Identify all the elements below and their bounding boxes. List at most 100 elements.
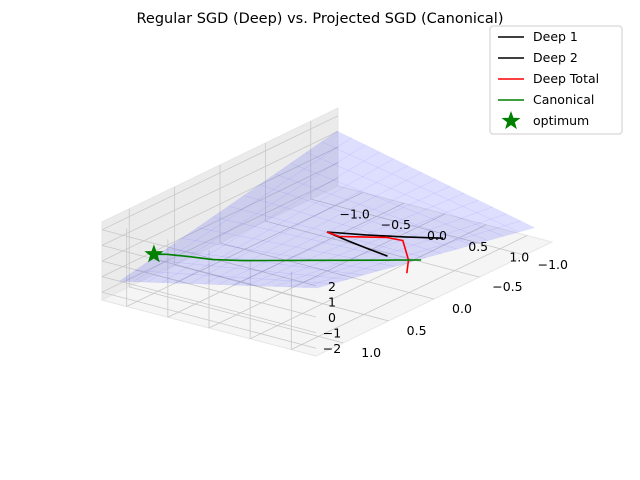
surface-patch: [332, 170, 364, 186]
surface-patch: [347, 160, 379, 177]
surface-patch: [278, 256, 310, 267]
surface-patch: [361, 167, 393, 183]
grid-line-y-floor: [129, 286, 344, 344]
surface-patch: [433, 186, 465, 201]
legend-label-deep-total: Deep Total: [533, 71, 599, 86]
surface-patch: [293, 249, 325, 260]
surface-patch: [316, 179, 348, 195]
surface-patch: [488, 225, 520, 237]
surface-patch: [196, 216, 228, 231]
surface-patch: [190, 265, 222, 276]
grid-line-z-side: [101, 177, 339, 293]
surface-patch: [238, 226, 270, 239]
surface-patch: [504, 220, 536, 233]
surface-patch: [282, 224, 314, 237]
grid-line-z-back: [101, 229, 317, 287]
series-line-deep-total: [326, 231, 410, 274]
surface-patch: [374, 188, 406, 203]
surface-patch: [327, 212, 359, 225]
surface-patch: [207, 245, 239, 257]
surface-patch: [272, 178, 304, 195]
surface-patch: [302, 174, 334, 190]
z-tick-label: −1: [323, 326, 341, 341]
surface-patch: [319, 147, 351, 165]
surface-patch: [203, 275, 235, 285]
surface-patch: [459, 224, 491, 236]
surface-patch: [237, 238, 269, 251]
surface-patch: [265, 244, 297, 255]
y-tick-label: 1.0: [361, 345, 381, 360]
surface-patch: [309, 242, 341, 253]
optimum-star-icon: [144, 244, 164, 263]
surface-patch: [251, 241, 283, 253]
surface-patch: [321, 130, 352, 149]
surface-patch: [373, 201, 405, 215]
surface-patch: [410, 249, 443, 259]
z-tick-label: 1: [328, 294, 336, 309]
surface-patch: [232, 269, 265, 279]
surface-patch: [299, 202, 331, 217]
surface-patch: [335, 265, 366, 274]
surface-patch: [234, 259, 266, 270]
surface-patch: [415, 218, 447, 230]
surface-patch: [269, 207, 301, 222]
surface-patch: [335, 137, 366, 155]
series-line-deep-2: [326, 231, 444, 239]
surface-patch: [462, 199, 494, 213]
trajectory-lines: [153, 231, 444, 274]
surface-patch: [388, 194, 420, 208]
surface-patch: [180, 227, 212, 241]
surface-patch: [490, 213, 522, 226]
surface-patch: [134, 259, 166, 272]
surface-patch: [192, 254, 224, 266]
grid-line-z-side: [101, 162, 339, 277]
legend-label-deep-2: Deep 2: [533, 50, 578, 65]
surface-patch: [255, 203, 287, 218]
surface-patch: [396, 244, 429, 255]
surface-patch: [210, 219, 242, 234]
surface-patch: [444, 218, 477, 230]
surface-patch: [132, 271, 164, 283]
surface-patch: [165, 238, 197, 252]
surface-patch: [318, 277, 349, 284]
surface-patch: [432, 199, 464, 213]
surface-patch: [443, 229, 475, 241]
surface-patch: [163, 250, 195, 263]
surface-patch: [352, 242, 385, 253]
surface-patch: [241, 199, 273, 214]
surface-patch: [193, 242, 225, 255]
grid-line-y-floor: [219, 242, 435, 300]
surface-patch: [460, 212, 492, 225]
surface-patch: [290, 274, 320, 283]
surface-patch: [248, 261, 280, 272]
y-tick-label: 0.5: [407, 323, 427, 338]
surface-patch: [258, 173, 290, 190]
z-tick-label: −2: [323, 341, 341, 356]
x-tick-label: −1.0: [340, 207, 370, 222]
surface-patch: [268, 220, 300, 234]
surface-patch: [344, 190, 376, 205]
surface-patch: [243, 184, 275, 200]
z-tick-label: 0: [328, 310, 336, 325]
surface-patch: [226, 209, 258, 224]
surface-patch: [315, 193, 347, 208]
surface-patch: [305, 141, 337, 159]
surface-patch: [287, 183, 318, 199]
y-tick-label: 0.0: [452, 301, 472, 316]
surface-patch: [441, 239, 474, 250]
surface-patch: [416, 206, 448, 219]
y-tick-label: −0.5: [492, 279, 522, 294]
surface-patch: [473, 230, 505, 241]
surface-patch: [330, 185, 362, 200]
surface-patch: [307, 252, 340, 262]
surface-patch: [284, 211, 315, 225]
surface-patch: [360, 182, 392, 197]
grid-line-z-side: [101, 115, 339, 231]
series-line-canonical: [153, 253, 422, 262]
surface-patch: [266, 232, 299, 245]
surface-patch: [391, 165, 423, 181]
surface-patch: [302, 282, 333, 289]
surface-patch: [257, 189, 289, 204]
surface-patch: [323, 245, 355, 256]
surface-patch: [430, 212, 462, 225]
